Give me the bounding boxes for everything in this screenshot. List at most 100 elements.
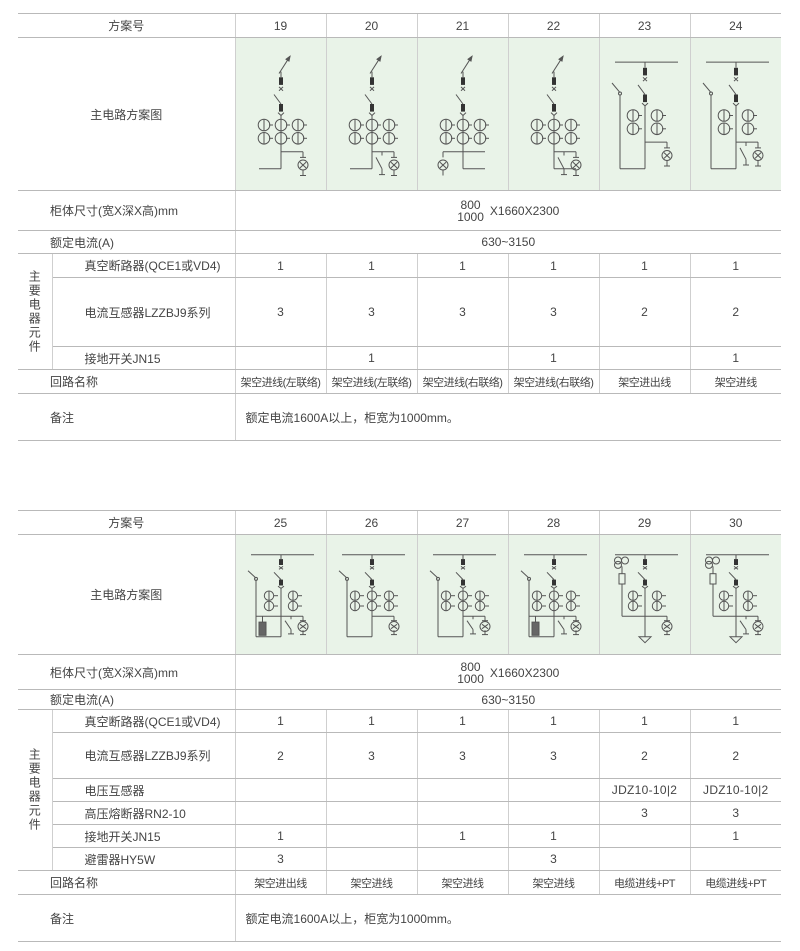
row-label: 回路名称 [18,369,236,394]
diagram-cell [689,37,782,191]
scheme-number-row: 方案号 25 26 27 28 29 30 [18,510,782,535]
component-label: 电流互感器LZZBJ9系列 [52,732,236,779]
component-value: 1 [507,824,600,848]
main-circuit-diagram [257,54,309,176]
main-circuit-diagram [338,553,405,637]
group-label: 主要电器元件 [18,709,53,871]
diagram-cell [598,534,691,655]
component-value: 1 [689,709,782,733]
component-value: 1 [234,709,327,733]
component-value: 2 [689,732,782,779]
component-value [598,824,691,848]
main-circuit-diagram [437,54,489,175]
scheme-table: 方案号 19 20 21 22 23 24 主电路方案图 柜体尺寸(宽X深X高)mm 800 10… [18,13,782,441]
diagram-cell [325,37,418,191]
scheme-number: 26 [325,510,418,535]
current-row: 额定电流(A) 630~3150 [18,689,782,710]
main-circuit-diagram [348,54,400,176]
main-circuit-diagram [530,54,582,176]
component-value: 1 [507,253,600,278]
diagram-cell [416,534,509,655]
main-circuit-diagram [704,553,769,643]
row-label: 方案号 [18,510,236,535]
size-value: 800 1000 X1660X2300 [234,190,782,231]
note-row: 备注 额定电流1600A以上，柜宽为1000mm。 [18,894,782,942]
component-value: 3 [234,847,327,871]
component-value [416,847,509,871]
component-value [507,801,600,825]
scheme-number: 23 [598,13,691,38]
component-label: 电压互感器 [52,778,236,802]
component-value: 2 [689,277,782,347]
component-value: 3 [598,801,691,825]
component-value: 3 [507,732,600,779]
diagram-cell [507,37,600,191]
component-label: 真空断路器(QCE1或VD4) [51,253,236,278]
circuit-row: 回路名称 架空进线(左联络) 架空进线(左联络) 架空进线(右联络) 架空进线(右联络)… [18,369,782,394]
diagram-cell [325,534,418,655]
circuit-name: 架空进线 [507,870,600,895]
component-value: 2 [234,732,327,779]
component-value [416,801,509,825]
scheme-number: 30 [689,510,782,535]
width-option: 1000 [457,210,484,224]
component-value: 1 [325,346,418,370]
group-label: 主要电器元件 [18,253,53,370]
main-circuit-diagram [702,61,769,169]
component-value [416,346,509,370]
row-label: 方案号 [18,13,236,38]
scheme-number: 22 [507,13,600,38]
component-row: 高压熔断器RN2-10 3 3 [18,801,782,825]
component-value [598,346,691,370]
diagram-cell [689,534,782,655]
width-option: 1000 [457,671,484,686]
component-value: JDZ10-10|2 [689,778,782,802]
component-row: 接地开关JN15 1 1 1 [18,346,782,370]
circuit-name: 架空进线(右联络) [507,369,600,394]
component-value [325,801,418,825]
circuit-name: 架空进出线 [598,369,691,394]
component-value: JDZ10-10|2 [598,778,691,802]
component-value: 1 [598,253,691,278]
note-value: 额定电流1600A以上，柜宽为1000mm。 [234,894,782,942]
scheme-number-row: 方案号 19 20 21 22 23 24 [18,13,782,38]
scheme-number: 25 [234,510,327,535]
component-value [325,824,418,848]
current-value: 630~3150 [234,230,782,254]
diagram-cell [507,534,600,655]
component-value [325,778,418,802]
component-value: 1 [325,253,418,278]
diagram-row: 主电路方案图 [18,534,782,655]
main-circuit-diagram [247,553,314,637]
component-value: 2 [598,277,691,347]
component-label: 高压熔断器RN2-10 [52,801,236,825]
component-value: 1 [507,346,600,370]
component-label: 真空断路器(QCE1或VD4) [51,709,236,733]
row-label: 柜体尺寸(宽X深X高)mm [18,190,236,231]
row-label: 主电路方案图 [18,534,236,655]
component-value: 3 [507,277,600,347]
component-value: 3 [689,801,782,825]
component-value: 2 [598,732,691,779]
component-value: 1 [234,824,327,848]
current-row: 额定电流(A) 630~3150 [18,230,782,254]
note-value: 额定电流1600A以上，柜宽为1000mm。 [234,393,782,441]
scheme-number: 24 [689,13,782,38]
scheme-number: 29 [598,510,691,535]
component-value: 1 [416,709,509,733]
circuit-name: 架空进线 [416,870,509,895]
row-label: 额定电流(A) [18,689,236,710]
component-row: 接地开关JN15 1 1 1 1 [18,824,782,848]
circuit-name: 架空进线 [325,870,418,895]
component-row: 避雷器HY5W 3 3 [18,847,782,871]
component-row: 电流互感器LZZBJ9系列 2 3 3 3 2 2 [18,732,782,779]
current-value: 630~3150 [234,689,782,710]
row-label: 备注 [18,894,236,942]
depth-height: X1660X2300 [489,204,560,218]
note-row: 备注 额定电流1600A以上，柜宽为1000mm。 [18,393,782,441]
size-value: 800 1000 X1660X2300 [234,654,782,690]
circuit-name: 架空进线(右联络) [416,369,509,394]
row-label: 备注 [18,393,236,441]
circuit-name: 架空进线 [689,369,782,394]
circuit-name: 架空进线(左联络) [325,369,418,394]
